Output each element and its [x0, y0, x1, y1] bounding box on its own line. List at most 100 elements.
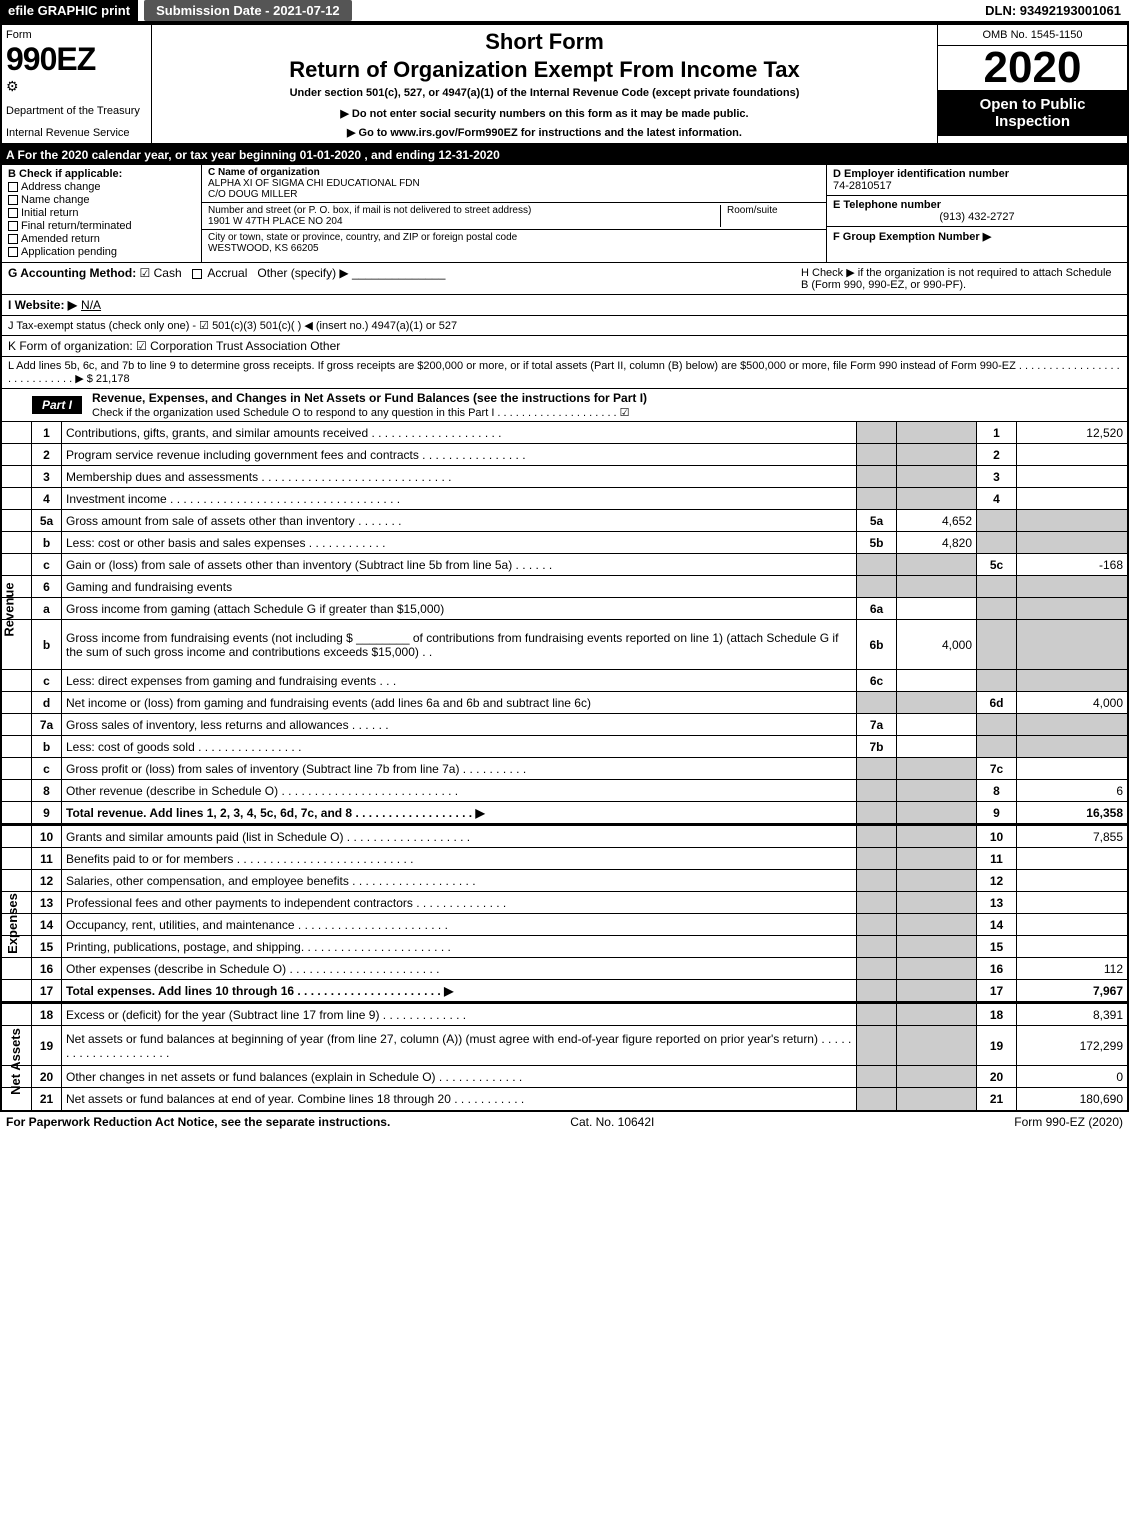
check-if-label: B Check if applicable: — [8, 168, 195, 180]
submission-date: Submission Date - 2021-07-12 — [144, 0, 352, 21]
line-15: 15 Printing, publications, postage, and … — [2, 936, 1127, 958]
org-name: ALPHA XI OF SIGMA CHI EDUCATIONAL FDN — [208, 178, 820, 189]
line-5c: c Gain or (loss) from sale of assets oth… — [2, 554, 1127, 576]
i-label: I Website: ▶ — [8, 298, 77, 312]
expenses-section: Expenses 10 Grants and similar amounts p… — [2, 824, 1127, 1002]
city-row: City or town, state or province, country… — [202, 230, 826, 256]
revenue-section: Revenue 1 Contributions, gifts, grants, … — [2, 422, 1127, 824]
row-k: K Form of organization: ☑ Corporation Tr… — [0, 336, 1129, 357]
form-label: Form — [6, 29, 147, 41]
line-11: 11 Benefits paid to or for members . . .… — [2, 848, 1127, 870]
h-check: H Check ▶ if the organization is not req… — [801, 266, 1121, 291]
footer-right: Form 990-EZ (2020) — [1014, 1115, 1123, 1129]
header-left: Form 990EZ ⚙ Department of the Treasury … — [2, 25, 152, 143]
line-20: 20 Other changes in net assets or fund b… — [2, 1066, 1127, 1088]
row-i: I Website: ▶ N/A — [0, 295, 1129, 316]
line-16: 16 Other expenses (describe in Schedule … — [2, 958, 1127, 980]
line-5b: b Less: cost or other basis and sales ex… — [2, 532, 1127, 554]
f-group-label: F Group Exemption Number ▶ — [833, 230, 1121, 243]
netassets-side-label: Net Assets — [8, 1028, 23, 1095]
line-10: 10 Grants and similar amounts paid (list… — [2, 826, 1127, 848]
initial-return-checkbox[interactable]: Initial return — [8, 207, 195, 219]
c-name-label: C Name of organization — [208, 167, 820, 178]
top-bar: efile GRAPHIC print Submission Date - 20… — [0, 0, 1129, 23]
street: 1901 W 47TH PLACE NO 204 — [208, 216, 720, 227]
g-accounting: G Accounting Method: ☑ Cash Accrual Othe… — [8, 266, 801, 291]
line-4: 4 Investment income . . . . . . . . . . … — [2, 488, 1127, 510]
under-section: Under section 501(c), 527, or 4947(a)(1)… — [160, 87, 929, 99]
part-i-table: Revenue 1 Contributions, gifts, grants, … — [0, 422, 1129, 1112]
return-title: Return of Organization Exempt From Incom… — [160, 57, 929, 83]
short-form-title: Short Form — [160, 29, 929, 55]
row-g-h: G Accounting Method: ☑ Cash Accrual Othe… — [0, 263, 1129, 295]
addr-change-checkbox[interactable]: Address change — [8, 181, 195, 193]
line-19: 19 Net assets or fund balances at beginn… — [2, 1026, 1127, 1066]
room-label: Room/suite — [727, 205, 820, 216]
g-cash: Cash — [154, 266, 182, 280]
revenue-side-label: Revenue — [2, 582, 17, 636]
tax-year: 2020 — [938, 46, 1127, 90]
footer-cat: Cat. No. 10642I — [570, 1115, 654, 1129]
row-j: J Tax-exempt status (check only one) - ☑… — [0, 316, 1129, 336]
header: Form 990EZ ⚙ Department of the Treasury … — [0, 23, 1129, 145]
line-2: 2 Program service revenue including gove… — [2, 444, 1127, 466]
ein: 74-2810517 — [833, 180, 1121, 192]
l-gross-receipts: L Add lines 5b, 6c, and 7b to line 9 to … — [8, 360, 1121, 385]
g-label: G Accounting Method: — [8, 266, 136, 280]
line-3: 3 Membership dues and assessments . . . … — [2, 466, 1127, 488]
efile-label: efile GRAPHIC print — [0, 0, 138, 21]
city: WESTWOOD, KS 66205 — [208, 243, 820, 254]
ssn-notice: ▶ Do not enter social security numbers o… — [160, 107, 929, 120]
j-tax-exempt: J Tax-exempt status (check only one) - ☑… — [8, 319, 457, 332]
line-7a: 7a Gross sales of inventory, less return… — [2, 714, 1127, 736]
header-right: OMB No. 1545-1150 2020 Open to Public In… — [937, 25, 1127, 143]
g-accrual: Accrual — [207, 266, 247, 280]
section-b: B Check if applicable: Address change Na… — [0, 165, 1129, 263]
open-public: Open to Public Inspection — [938, 90, 1127, 136]
form-number: 990EZ — [6, 41, 147, 78]
tel-row: E Telephone number (913) 432-2727 — [827, 196, 1127, 227]
street-label: Number and street (or P. O. box, if mail… — [208, 205, 720, 216]
part-i-header: Part I Revenue, Expenses, and Changes in… — [0, 389, 1129, 422]
goto-link[interactable]: ▶ Go to www.irs.gov/Form990EZ for instru… — [160, 126, 929, 139]
group-row: F Group Exemption Number ▶ — [827, 227, 1127, 246]
row-l: L Add lines 5b, 6c, and 7b to line 9 to … — [0, 357, 1129, 389]
line-7c: c Gross profit or (loss) from sales of i… — [2, 758, 1127, 780]
netassets-section: Net Assets 18 Excess or (deficit) for th… — [2, 1002, 1127, 1110]
name-change-checkbox[interactable]: Name change — [8, 194, 195, 206]
line-6a: a Gross income from gaming (attach Sched… — [2, 598, 1127, 620]
line-8: 8 Other revenue (describe in Schedule O)… — [2, 780, 1127, 802]
tax-year-row: A For the 2020 calendar year, or tax yea… — [0, 145, 1129, 165]
website-value: N/A — [81, 298, 101, 312]
d-ein-label: D Employer identification number — [833, 168, 1121, 180]
e-tel-label: E Telephone number — [833, 199, 1121, 211]
co-name: C/O DOUG MILLER — [208, 189, 820, 200]
k-form-org: K Form of organization: ☑ Corporation Tr… — [8, 339, 340, 353]
ein-row: D Employer identification number 74-2810… — [827, 165, 1127, 196]
footer: For Paperwork Reduction Act Notice, see … — [0, 1112, 1129, 1132]
irs-label: Internal Revenue Service — [6, 127, 147, 139]
line-17: 17 Total expenses. Add lines 10 through … — [2, 980, 1127, 1002]
header-mid: Short Form Return of Organization Exempt… — [152, 25, 937, 143]
ornament-icon: ⚙ — [6, 78, 147, 95]
line-6: 6 Gaming and fundraising events — [2, 576, 1127, 598]
line-7b: b Less: cost of goods sold . . . . . . .… — [2, 736, 1127, 758]
g-other: Other (specify) ▶ — [257, 266, 348, 280]
accrual-checkbox[interactable] — [192, 269, 202, 279]
line-1-label: Contributions, gifts, grants, and simila… — [62, 422, 857, 443]
org-name-row: C Name of organization ALPHA XI OF SIGMA… — [202, 165, 826, 203]
part-i-title: Revenue, Expenses, and Changes in Net As… — [92, 391, 647, 405]
tel: (913) 432-2727 — [833, 211, 1121, 223]
line-6d: d Net income or (loss) from gaming and f… — [2, 692, 1127, 714]
app-pending-checkbox[interactable]: Application pending — [8, 246, 195, 258]
amended-checkbox[interactable]: Amended return — [8, 233, 195, 245]
org-info-column: C Name of organization ALPHA XI OF SIGMA… — [202, 165, 827, 262]
part-i-check: Check if the organization used Schedule … — [92, 407, 630, 419]
street-row: Number and street (or P. O. box, if mail… — [202, 203, 826, 230]
dln: DLN: 93492193001061 — [977, 0, 1129, 21]
line-9: 9 Total revenue. Add lines 1, 2, 3, 4, 5… — [2, 802, 1127, 824]
ein-tel-column: D Employer identification number 74-2810… — [827, 165, 1127, 262]
line-14: 14 Occupancy, rent, utilities, and maint… — [2, 914, 1127, 936]
final-return-checkbox[interactable]: Final return/terminated — [8, 220, 195, 232]
line-1: 1 Contributions, gifts, grants, and simi… — [2, 422, 1127, 444]
